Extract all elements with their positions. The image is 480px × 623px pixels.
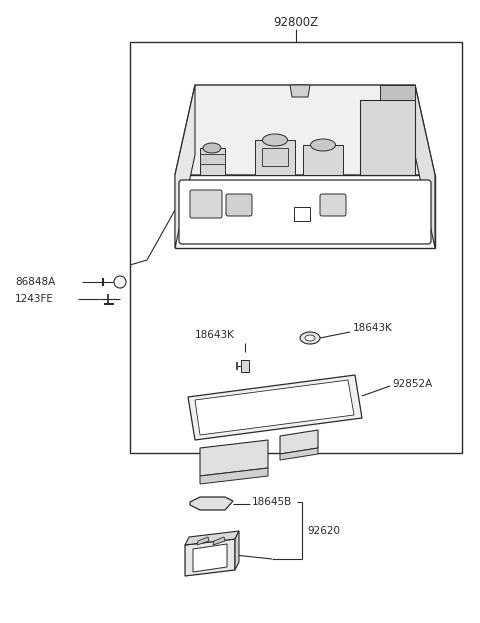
Text: 92620: 92620 (307, 526, 340, 536)
Polygon shape (188, 375, 362, 440)
Bar (262, 148, 288, 166)
Polygon shape (200, 148, 225, 175)
Bar (130, 42, 462, 453)
Text: 1243FE: 1243FE (15, 294, 54, 304)
Polygon shape (195, 380, 354, 435)
Text: 18645B: 18645B (252, 497, 292, 507)
Polygon shape (235, 531, 239, 570)
Polygon shape (200, 440, 268, 476)
Text: 92800Z: 92800Z (274, 16, 319, 29)
Text: 92852A: 92852A (392, 379, 432, 389)
FancyBboxPatch shape (226, 194, 252, 216)
Bar (200, 154, 225, 164)
Polygon shape (303, 145, 343, 175)
Polygon shape (213, 537, 225, 545)
Bar (294, 207, 310, 221)
Text: 18643K: 18643K (353, 323, 393, 333)
Text: 86848A: 86848A (15, 277, 55, 287)
Polygon shape (255, 140, 295, 175)
Polygon shape (280, 448, 318, 460)
Polygon shape (241, 360, 249, 372)
Polygon shape (190, 497, 233, 510)
FancyBboxPatch shape (190, 190, 222, 218)
Ellipse shape (263, 134, 288, 146)
Ellipse shape (311, 139, 336, 151)
Polygon shape (280, 430, 318, 454)
Polygon shape (175, 85, 435, 175)
Polygon shape (175, 85, 195, 248)
Polygon shape (197, 537, 209, 545)
Polygon shape (185, 531, 239, 545)
Polygon shape (200, 468, 268, 484)
FancyBboxPatch shape (179, 180, 431, 244)
Text: 18643K: 18643K (195, 330, 235, 340)
Ellipse shape (300, 332, 320, 344)
Polygon shape (175, 175, 435, 248)
Polygon shape (290, 85, 310, 97)
Polygon shape (380, 85, 415, 100)
Polygon shape (415, 85, 435, 248)
FancyBboxPatch shape (320, 194, 346, 216)
Polygon shape (360, 100, 415, 175)
Ellipse shape (305, 335, 315, 341)
Polygon shape (193, 544, 227, 572)
Polygon shape (185, 539, 235, 576)
Circle shape (114, 276, 126, 288)
Ellipse shape (203, 143, 221, 153)
